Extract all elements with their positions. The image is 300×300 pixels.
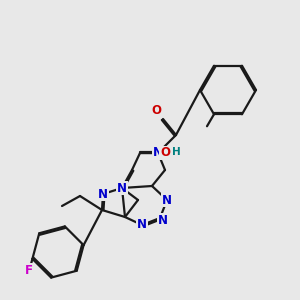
Text: N: N — [98, 188, 108, 200]
Text: O: O — [160, 146, 170, 160]
Text: O: O — [151, 104, 161, 118]
Text: N: N — [117, 182, 127, 194]
Text: N: N — [137, 218, 147, 232]
Text: N: N — [153, 146, 163, 160]
Text: N: N — [162, 194, 172, 206]
Text: N: N — [158, 214, 168, 226]
Text: H: H — [172, 147, 180, 157]
Text: F: F — [24, 264, 32, 278]
